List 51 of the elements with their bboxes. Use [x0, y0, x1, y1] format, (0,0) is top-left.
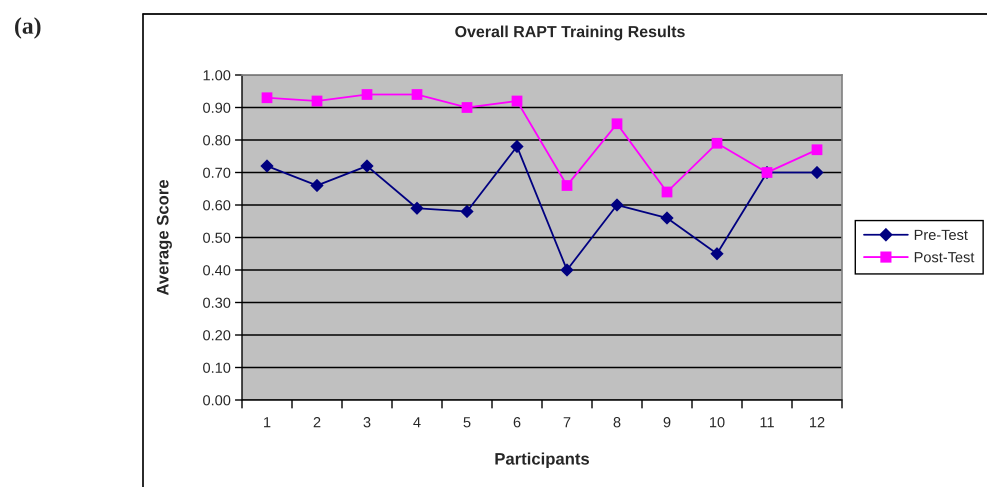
point — [462, 102, 472, 113]
point — [362, 89, 372, 100]
point — [512, 96, 522, 106]
y-tick-label: 0.80 — [203, 135, 230, 146]
point — [660, 212, 674, 224]
y-tick-label: 0.30 — [203, 298, 230, 308]
x-tick-label: 6 — [514, 417, 520, 428]
point — [712, 138, 722, 149]
y-tick-label: 0.40 — [203, 265, 230, 276]
legend-label: Pre-Test — [914, 230, 968, 240]
point — [360, 160, 374, 172]
point — [560, 264, 574, 276]
x-tick-label: 8 — [614, 417, 620, 428]
point — [612, 118, 622, 130]
x-tick-label: 7 — [564, 417, 570, 428]
x-tick-label: 4 — [413, 417, 421, 428]
y-tick-label: 0.10 — [203, 362, 230, 373]
legend-label: Post-Test — [914, 252, 974, 262]
text: (a) — [15, 17, 40, 39]
y-tick-label: 0.90 — [203, 102, 230, 113]
x-tick-label: 3 — [364, 417, 370, 428]
point — [460, 205, 474, 218]
y-tick-label: 0.20 — [203, 330, 230, 340]
y-tick-label: 0.60 — [203, 200, 230, 210]
point — [562, 180, 572, 191]
point — [510, 140, 524, 153]
point — [412, 89, 422, 100]
point — [260, 160, 274, 172]
point — [812, 144, 822, 156]
x-tick-label: 2 — [314, 417, 320, 428]
y-tick-label: 1.00 — [204, 70, 230, 80]
point — [262, 92, 272, 104]
x-tick-label: 10 — [710, 417, 725, 428]
point — [410, 202, 424, 215]
x-tick-label: 5 — [464, 417, 470, 428]
point — [710, 247, 724, 260]
chart-title: Overall RAPT Training Results — [455, 26, 685, 40]
y-tick-label: 0.00 — [203, 395, 230, 406]
point — [310, 179, 324, 192]
point — [662, 186, 672, 198]
x-axis-title: Participants — [495, 452, 590, 468]
point — [610, 198, 624, 212]
x-tick-label: 9 — [664, 417, 670, 428]
x-tick-label: 1 — [264, 417, 270, 428]
x-tick-label: 12 — [810, 417, 824, 428]
point — [312, 96, 322, 106]
point — [810, 166, 824, 179]
y-tick-label: 0.70 — [203, 168, 230, 178]
y-tick-label: 0.50 — [203, 232, 230, 243]
y-axis-title: Average Score — [156, 180, 172, 296]
x-tick-label: 11 — [760, 417, 774, 428]
